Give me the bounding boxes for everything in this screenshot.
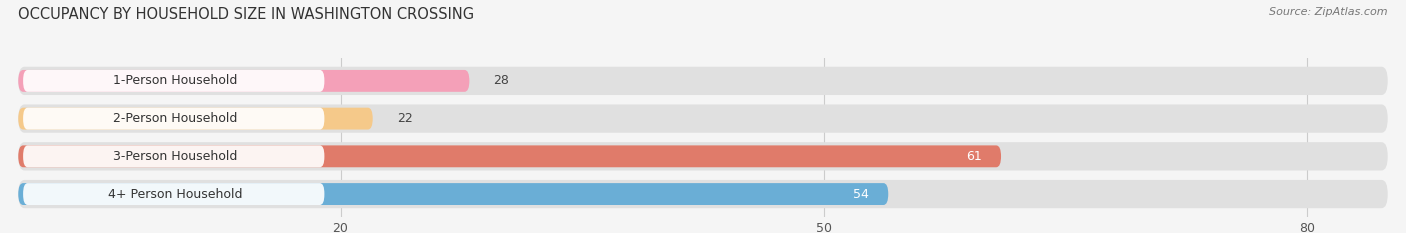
FancyBboxPatch shape [18,183,889,205]
FancyBboxPatch shape [22,70,325,92]
FancyBboxPatch shape [18,104,1388,133]
Text: 2-Person Household: 2-Person Household [112,112,238,125]
Text: 28: 28 [494,74,509,87]
Text: 54: 54 [853,188,869,201]
FancyBboxPatch shape [18,145,1001,167]
Text: 3-Person Household: 3-Person Household [112,150,238,163]
Text: 1-Person Household: 1-Person Household [112,74,238,87]
FancyBboxPatch shape [18,70,470,92]
FancyBboxPatch shape [18,67,1388,95]
FancyBboxPatch shape [22,145,325,167]
Text: OCCUPANCY BY HOUSEHOLD SIZE IN WASHINGTON CROSSING: OCCUPANCY BY HOUSEHOLD SIZE IN WASHINGTO… [18,7,474,22]
FancyBboxPatch shape [18,142,1388,171]
FancyBboxPatch shape [22,183,325,205]
Text: 61: 61 [966,150,981,163]
FancyBboxPatch shape [18,108,373,130]
Text: Source: ZipAtlas.com: Source: ZipAtlas.com [1270,7,1388,17]
FancyBboxPatch shape [22,108,325,130]
Text: 4+ Person Household: 4+ Person Household [108,188,243,201]
FancyBboxPatch shape [18,180,1388,208]
Text: 22: 22 [396,112,412,125]
